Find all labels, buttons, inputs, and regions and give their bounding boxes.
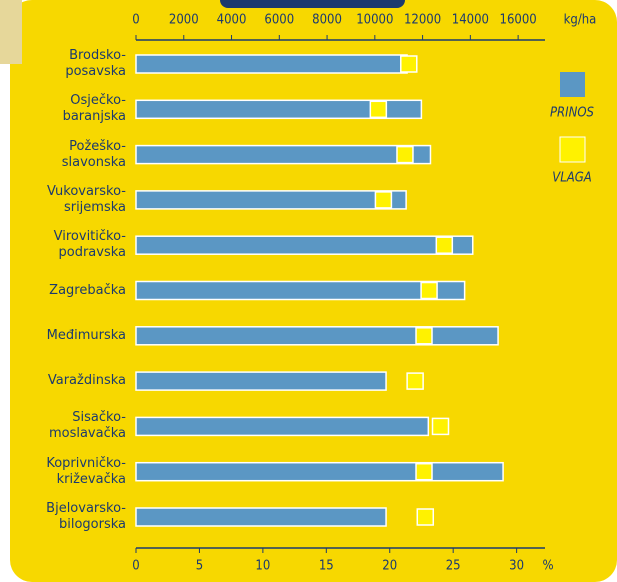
vlaga-marker <box>369 100 388 119</box>
prinos-bar <box>135 144 432 165</box>
vlaga-marker <box>415 327 433 345</box>
vlaga-marker <box>415 462 433 481</box>
x2-tick-label: 20 <box>382 559 397 574</box>
prinos-bar <box>135 235 474 255</box>
vlaga-marker <box>396 145 414 164</box>
prinos-bar <box>135 326 499 346</box>
legend-label: VLAGA <box>552 171 592 186</box>
x-tick-label: 12000 <box>404 13 441 28</box>
x2-tick-label: 10 <box>255 559 270 574</box>
x-tick-label: 2000 <box>169 13 199 28</box>
category-label: Vukovarsko- srijemska <box>47 183 126 215</box>
prinos-bar <box>135 507 387 527</box>
category-label: Međimurska <box>46 327 126 343</box>
category-label: Sisačko- moslavačka <box>48 410 126 442</box>
vlaga-marker <box>400 55 418 73</box>
prinos-bar <box>135 99 423 120</box>
legend-swatch <box>560 72 585 97</box>
title-tab <box>220 0 405 8</box>
photo-corner <box>0 0 22 64</box>
x2-tick-label: 25 <box>446 559 461 574</box>
category-label: Virovitičko- podravska <box>53 229 126 261</box>
category-label: Osječko- baranjska <box>62 93 126 125</box>
x2-axis-unit: % <box>542 559 553 574</box>
x-axis-unit: kg/ha <box>564 13 597 28</box>
prinos-bar <box>135 461 504 482</box>
x2-tick-label: 30 <box>509 559 524 574</box>
vlaga-marker <box>416 508 435 526</box>
x2-tick-label: 5 <box>196 559 203 574</box>
x-tick-label: 10000 <box>356 13 393 28</box>
x-tick-label: 0 <box>132 13 139 28</box>
category-label: Brodsko- posavska <box>65 48 126 79</box>
legend-label: PRINOS <box>550 106 595 121</box>
prinos-bar <box>135 371 387 391</box>
category-label: Koprivničko- križevačka <box>46 455 126 487</box>
vlaga-marker <box>431 417 450 436</box>
category-label: Zagrebačka <box>49 282 126 298</box>
prinos-bar <box>135 416 430 437</box>
x-tick-label: 4000 <box>217 13 247 28</box>
category-label: Bjelovarsko- bilogorska <box>46 501 126 532</box>
prinos-bar <box>135 190 407 210</box>
legend-swatch <box>559 136 586 163</box>
x2-tick-label: 0 <box>132 559 139 574</box>
x2-tick-label: 15 <box>319 559 334 574</box>
vlaga-marker <box>406 372 424 390</box>
prinos-bar <box>135 54 408 74</box>
x-tick-label: 6000 <box>264 13 294 28</box>
vlaga-marker <box>420 281 438 300</box>
vlaga-marker <box>435 236 454 254</box>
prinos-bar <box>135 280 466 301</box>
x-tick-label: 16000 <box>500 13 537 28</box>
vlaga-marker <box>374 191 393 209</box>
x-tick-label: 14000 <box>452 13 489 28</box>
category-label: Varaždinska <box>47 373 126 389</box>
category-label: Požeško- slavonska <box>61 138 126 170</box>
x-tick-label: 8000 <box>312 13 342 28</box>
